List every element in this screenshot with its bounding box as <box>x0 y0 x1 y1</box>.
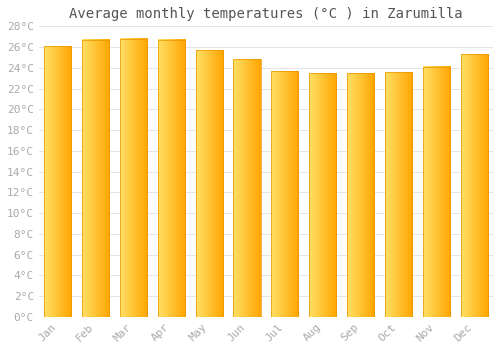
Bar <box>120 39 147 317</box>
Bar <box>422 67 450 317</box>
Title: Average monthly temperatures (°C ) in Zarumilla: Average monthly temperatures (°C ) in Za… <box>69 7 462 21</box>
Bar <box>271 71 298 317</box>
Bar <box>309 73 336 317</box>
Bar <box>44 46 72 317</box>
Bar <box>82 40 109 317</box>
Bar <box>347 73 374 317</box>
Bar <box>234 60 260 317</box>
Bar <box>460 54 488 317</box>
Bar <box>158 40 185 317</box>
Bar <box>196 50 223 317</box>
Bar <box>385 72 412 317</box>
